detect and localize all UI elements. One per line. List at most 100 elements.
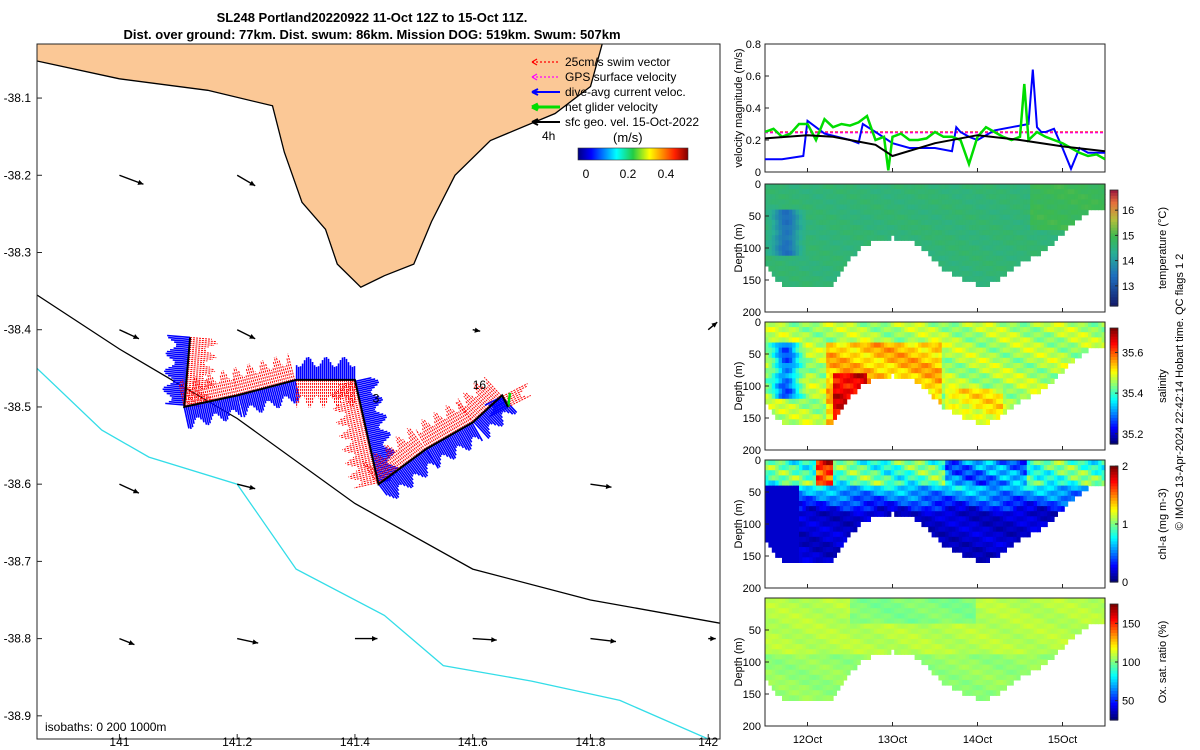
section-cell [924, 352, 929, 359]
section-cell [839, 199, 844, 206]
section-cell [975, 337, 980, 344]
section-cell [958, 526, 963, 533]
section-cell [992, 322, 997, 328]
section-cell [799, 511, 803, 517]
section-cell [969, 511, 973, 517]
section-cell [911, 363, 916, 369]
section-cell [907, 485, 912, 492]
section-cell [1037, 388, 1041, 395]
section-cell [965, 495, 970, 502]
section-cell [788, 531, 793, 538]
section-cell [873, 337, 878, 344]
section-cell [931, 480, 936, 487]
section-cell [931, 373, 936, 379]
section-cell [901, 465, 905, 471]
section-cell [765, 516, 769, 522]
section-cell [938, 368, 943, 374]
section-cell [975, 199, 980, 206]
section-cell [972, 506, 977, 512]
section-cell [982, 393, 987, 400]
section-cell [965, 230, 970, 236]
section-cell [982, 204, 987, 211]
section-cell [1033, 245, 1038, 252]
section-cell [992, 347, 997, 354]
section-cell [782, 214, 786, 221]
section-cell [982, 214, 987, 221]
section-cell [778, 480, 783, 487]
section-cell [938, 521, 943, 528]
section-cell [982, 184, 987, 190]
section-cell [969, 490, 973, 497]
current-vector [448, 435, 458, 449]
section-cell [935, 373, 939, 379]
section-cell [771, 475, 776, 482]
current-vector [368, 433, 391, 441]
section-cell [941, 398, 946, 405]
section-cell [992, 398, 997, 405]
section-cell [775, 327, 780, 333]
section-cell [999, 199, 1004, 206]
section-cell [884, 480, 888, 487]
section-cell [969, 204, 973, 211]
section-cell [911, 189, 916, 195]
section-cell [911, 322, 916, 328]
section-cell [877, 189, 882, 195]
section-cell [897, 495, 902, 502]
section-cell [829, 260, 834, 267]
section-cell [792, 255, 797, 262]
section-cell [884, 332, 888, 338]
section-cell [945, 383, 950, 390]
section-cell [1074, 322, 1079, 328]
section-cell [955, 383, 960, 390]
section-cell [778, 393, 783, 400]
section-cell [1003, 475, 1007, 482]
section-cell [843, 490, 848, 497]
swim-vector [375, 465, 386, 480]
section-cell [829, 511, 834, 517]
section-cell [897, 204, 902, 211]
section-cell [809, 388, 814, 395]
section-cell [771, 347, 776, 354]
section-cell [1088, 204, 1092, 211]
section-cell [1016, 194, 1021, 200]
section-cell [1077, 189, 1082, 195]
section-cell [816, 255, 820, 262]
section-cell [826, 271, 831, 277]
section-cell [1020, 219, 1024, 226]
section-cell [829, 388, 834, 395]
section-cell [1077, 214, 1082, 221]
geo-vector [354, 636, 378, 642]
section-cell [996, 219, 1001, 226]
swim-vector [480, 385, 496, 402]
colorbar-segment [1110, 236, 1118, 240]
section-cell [1047, 219, 1052, 226]
section-cell [1020, 332, 1024, 338]
section-cell [996, 184, 1001, 190]
section-cell [986, 281, 990, 287]
section-cell [785, 490, 790, 497]
section-cell [918, 470, 922, 476]
section-cell [819, 363, 824, 369]
colorbar-frame [1109, 189, 1119, 307]
section-cell [1009, 490, 1014, 497]
section-cell [816, 470, 820, 476]
section-cell [805, 409, 810, 415]
section-cell [921, 363, 926, 369]
section-cell [982, 398, 987, 405]
section-cell [941, 470, 946, 476]
section-cell [1033, 495, 1038, 502]
section-cell [897, 322, 902, 328]
section-cell [1026, 332, 1031, 338]
section-cell [1009, 199, 1014, 206]
section-cell [863, 460, 868, 466]
section-cell [795, 552, 800, 558]
section-cell [921, 511, 926, 517]
section-cell [853, 235, 858, 241]
section-cell [816, 490, 820, 497]
section-cell [1043, 214, 1048, 221]
section-cell [795, 557, 800, 563]
section-cell [921, 347, 926, 354]
section-cell [958, 516, 963, 522]
section-cell [836, 547, 841, 553]
